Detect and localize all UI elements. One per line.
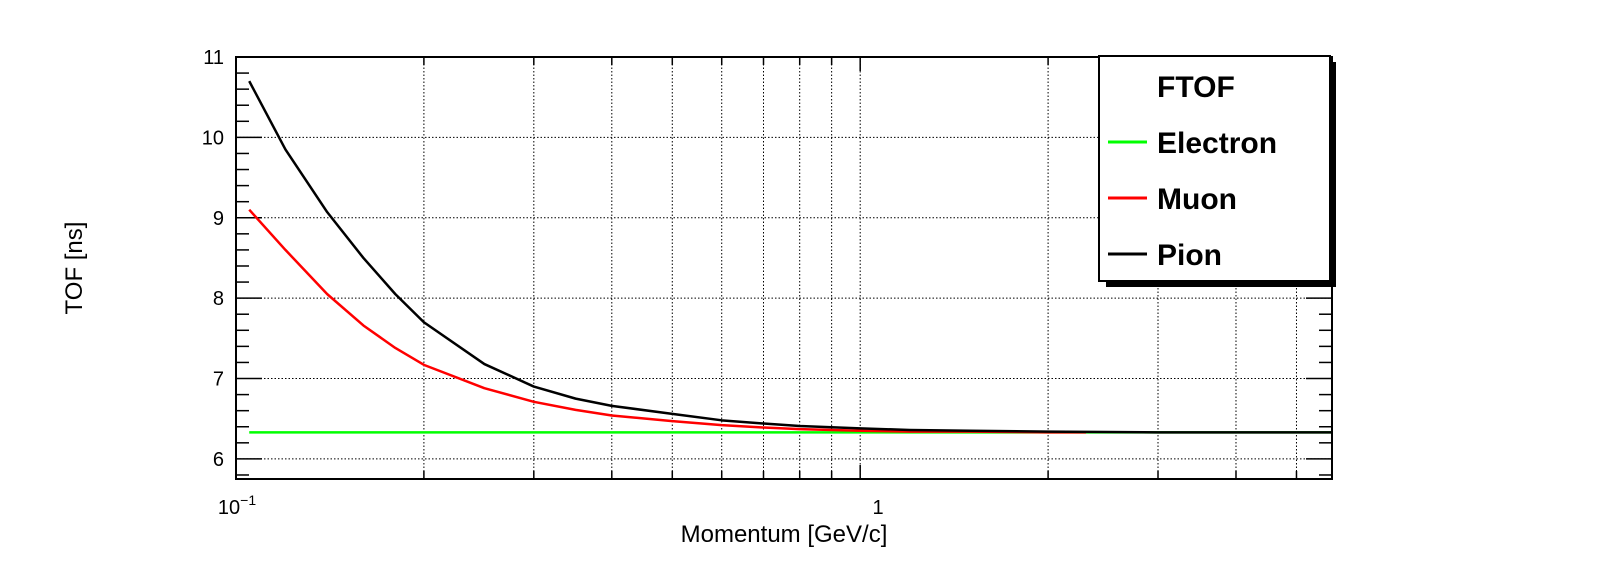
y-tick-labels: 6 7 8 9 10 11	[202, 47, 224, 471]
x-tick-label-1: 1	[872, 497, 883, 519]
series-line-pion	[248, 80, 1332, 434]
legend-box	[1098, 55, 1331, 282]
x-tick-label-0.1: 10−1	[218, 492, 256, 519]
series-line-muon	[248, 208, 1086, 434]
y-tick-label-8: 8	[213, 288, 224, 310]
legend-header: FTOF	[1157, 71, 1235, 104]
series-lines	[248, 80, 1332, 434]
y-axis-title: TOF [ns]	[61, 222, 88, 315]
y-tick-label-9: 9	[213, 208, 224, 230]
legend-label-muon: Muon	[1157, 183, 1237, 216]
legend: FTOF Electron Muon Pion	[1098, 55, 1336, 287]
y-tick-label-7: 7	[213, 369, 224, 391]
legend-label-electron: Electron	[1157, 127, 1277, 160]
grid	[236, 57, 1332, 479]
x-tick-labels: 10−1 1	[218, 492, 884, 519]
legend-label-pion: Pion	[1157, 239, 1222, 272]
y-tick-label-11: 11	[203, 47, 224, 69]
x-axis-title: Momentum [GeV/c]	[681, 521, 888, 548]
y-tick-label-6: 6	[213, 449, 224, 471]
y-tick-label-10: 10	[202, 127, 224, 149]
